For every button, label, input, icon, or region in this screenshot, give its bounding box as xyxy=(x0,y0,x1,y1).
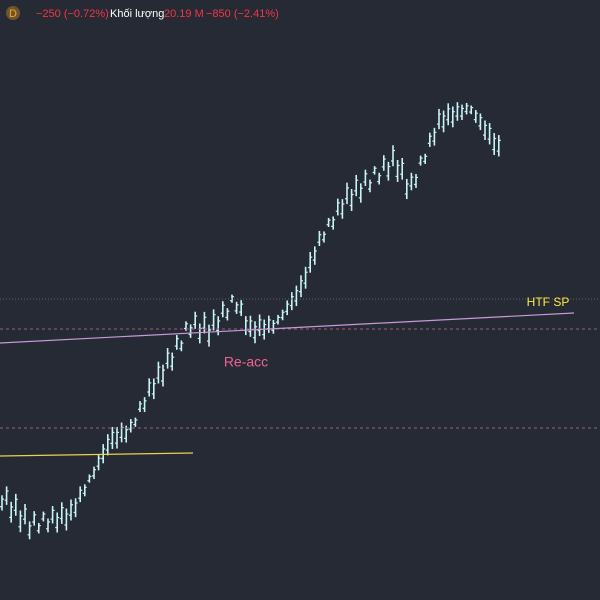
annotation: Re-acc xyxy=(224,354,268,370)
candles xyxy=(0,102,501,540)
interval-badge[interactable] xyxy=(6,6,20,20)
support-line xyxy=(0,452,194,457)
volume-label: Khối lượng xyxy=(110,8,164,20)
volume-change: −850 (−2.41%) xyxy=(206,8,279,20)
interval[interactable]: D xyxy=(9,8,17,20)
trend-line xyxy=(0,312,575,344)
annotation: HTF SP xyxy=(527,295,570,309)
price-change: −250 (−0.72%) xyxy=(36,8,109,20)
volume: 20.19 M xyxy=(164,8,204,20)
